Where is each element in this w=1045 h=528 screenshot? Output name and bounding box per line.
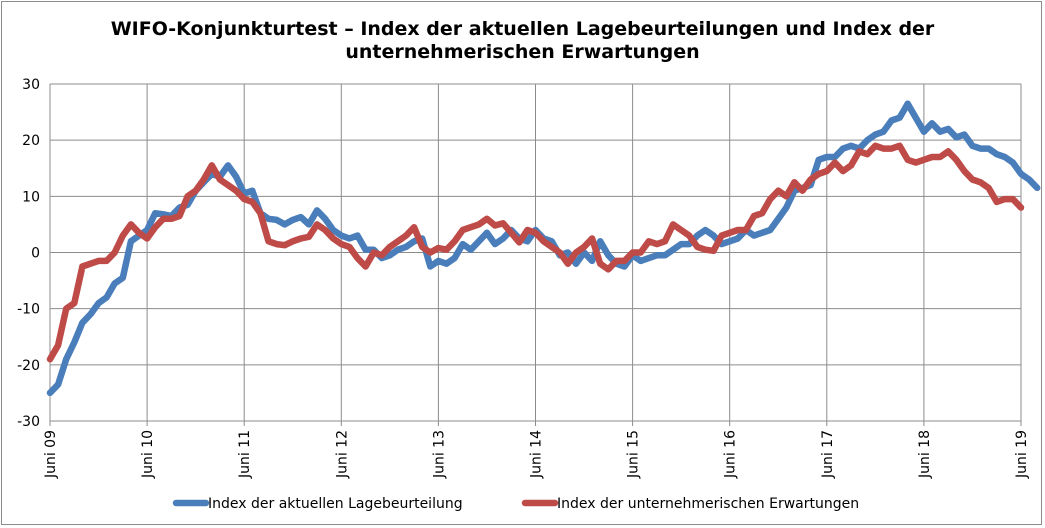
legend-label: Index der aktuellen Lagebeurteilung bbox=[208, 496, 463, 512]
y-tick-label: -30 bbox=[17, 414, 40, 430]
x-tick-label: Juni 11 bbox=[237, 430, 253, 479]
x-tick-label: Juni 09 bbox=[43, 430, 59, 479]
series-lines bbox=[46, 100, 1041, 397]
x-tick-label: Juni 12 bbox=[334, 430, 350, 479]
x-tick-label: Juni 18 bbox=[917, 430, 933, 479]
x-tick-label: Juni 17 bbox=[820, 430, 836, 479]
chart-title-line-2: unternehmerischen Erwartungen bbox=[345, 41, 700, 63]
x-tick-label: Juni 14 bbox=[529, 430, 545, 479]
y-tick-label: 30 bbox=[22, 77, 40, 93]
legend: Index der aktuellen Lagebeurteilung Index… bbox=[172, 496, 859, 512]
x-tick-label: Juni 16 bbox=[723, 430, 739, 479]
y-tick-label: 10 bbox=[22, 189, 40, 205]
y-tick-label: 0 bbox=[31, 246, 40, 262]
chart-title-line-1: WIFO-Konjunkturtest – Index der aktuelle… bbox=[110, 18, 935, 40]
legend-label: Index der unternehmerischen Erwartungen bbox=[557, 496, 859, 512]
x-tick-label: Juni 15 bbox=[626, 430, 642, 479]
x-tick-label: Juni 13 bbox=[431, 430, 447, 479]
y-tick-label: 20 bbox=[22, 133, 40, 149]
series-line-erwartungen bbox=[46, 142, 1025, 363]
y-tick-label: -20 bbox=[17, 358, 40, 374]
x-tick-label: Juni 19 bbox=[1014, 430, 1030, 479]
x-tick-label: Juni 10 bbox=[140, 430, 156, 479]
y-tick-label: -10 bbox=[17, 302, 40, 318]
